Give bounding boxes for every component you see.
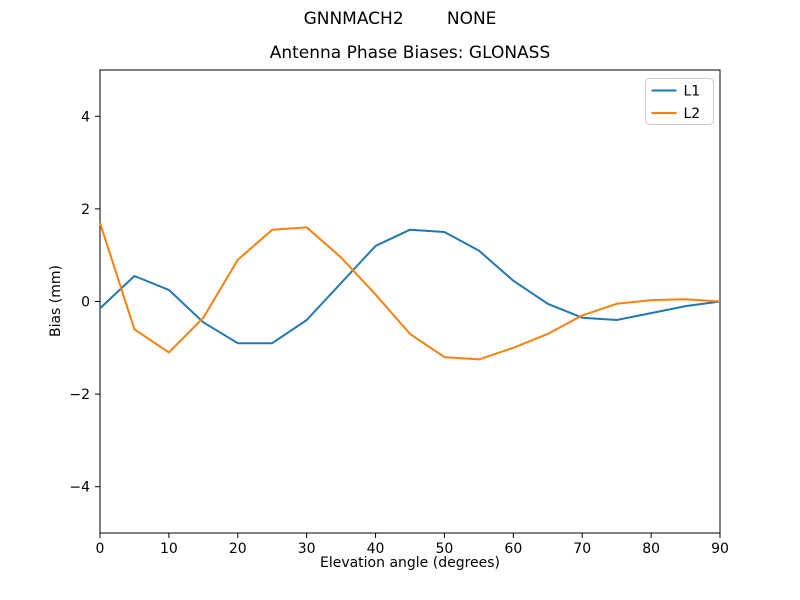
y-tick-label: −2 (69, 387, 90, 403)
series-line-l1 (99, 228, 721, 345)
y-tick-label: −4 (69, 480, 90, 496)
series-lines (99, 222, 721, 361)
x-tick-label: 50 (436, 541, 454, 557)
legend-box (645, 78, 714, 125)
y-tick-label: 4 (81, 109, 90, 125)
series-line-l2 (99, 222, 721, 361)
y-axis-label: Bias (mm) (48, 264, 64, 338)
x-tick-label: 60 (504, 541, 522, 557)
x-tick-label: 10 (160, 541, 178, 557)
x-tick-label: 0 (96, 541, 105, 557)
y-tick-label: 2 (81, 202, 90, 218)
x-tick-label: 80 (642, 541, 660, 557)
figure-suptitle: GNNMACH2 NONE (303, 9, 497, 29)
x-tick-label: 40 (367, 541, 385, 557)
plot-border (99, 69, 721, 534)
x-tick-label: 90 (711, 541, 729, 557)
legend-label-l1: L1 (684, 84, 701, 100)
x-tick-label: 30 (298, 541, 316, 557)
x-tick-label: 70 (573, 541, 591, 557)
x-axis-label: Elevation angle (degrees) (319, 555, 501, 571)
chart-title: Antenna Phase Biases: GLONASS (269, 43, 551, 63)
y-tick-label: 0 (81, 295, 90, 311)
y-axis-ticks: −4 −2 0 2 4 (69, 109, 100, 496)
x-axis-ticks: 0 10 20 30 40 50 60 70 80 90 (96, 533, 729, 557)
x-tick-label: 20 (229, 541, 247, 557)
legend-label-l2: L2 (684, 106, 701, 122)
